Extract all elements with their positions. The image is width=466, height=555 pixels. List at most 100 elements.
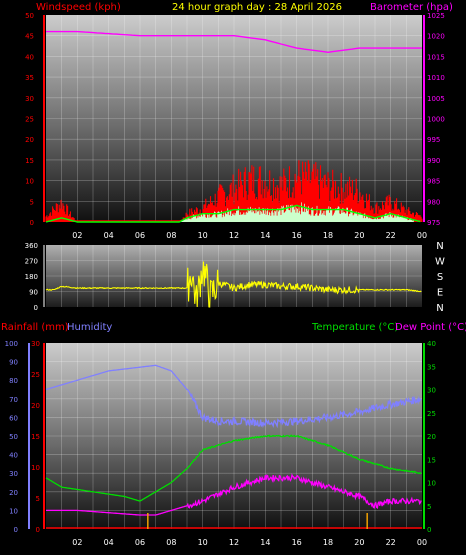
x-tick-label: 14	[260, 231, 270, 240]
rain-tick-label: 15	[31, 433, 40, 441]
compass-label: N	[436, 241, 443, 252]
humidity-tick-label: 30	[9, 470, 18, 478]
rain-tick-label: 25	[31, 371, 40, 379]
wind-tick-label: 15	[25, 157, 34, 165]
direction-tick-label: 360	[25, 242, 38, 250]
x-tick-label: 06	[135, 231, 145, 240]
compass-label: W	[435, 257, 445, 268]
x-tick-label: 18	[323, 231, 333, 240]
temperature-tick-label: 10	[427, 480, 436, 488]
barometer-series	[46, 30, 422, 54]
wind-direction-series	[45, 261, 422, 308]
x-tick-label: 12	[229, 231, 239, 240]
x-tick-label: 08	[166, 231, 176, 240]
wind-tick-label: 25	[25, 116, 34, 124]
x-tick-label: 02	[72, 231, 82, 240]
rain-tick-label: 20	[31, 402, 40, 410]
humidity-tick-label: 70	[9, 396, 18, 404]
wind-tick-label: 30	[25, 95, 34, 103]
x-tick-label: 20	[354, 231, 364, 240]
humidity-tick-label: 60	[9, 414, 18, 422]
humidity-tick-label: 40	[9, 452, 18, 460]
x-tick-label: 00	[417, 231, 427, 240]
humidity-tick-label: 0	[14, 526, 18, 534]
barometer-tick-label: 995	[427, 136, 440, 144]
average-wind-series	[45, 204, 421, 223]
temperature-tick-label: 0	[427, 526, 431, 534]
barometer-tick-label: 990	[427, 157, 440, 165]
rain-tick-label: 10	[31, 464, 40, 472]
humidity-tick-label: 80	[9, 377, 18, 385]
humidity-tick-label: 100	[5, 340, 18, 348]
wind-tick-label: 20	[25, 136, 34, 144]
x-tick-label: 14	[260, 538, 270, 547]
humidity-tick-label: 90	[9, 359, 18, 367]
rain-tick-label: 5	[36, 495, 40, 503]
barometer-tick-label: 975	[427, 219, 440, 227]
x-tick-label: 16	[292, 231, 302, 240]
x-tick-label: 22	[386, 538, 396, 547]
humidity-series	[45, 364, 422, 429]
x-tick-label: 22	[386, 231, 396, 240]
x-tick-label: 08	[166, 538, 176, 547]
humidity-tick-label: 20	[9, 489, 18, 497]
direction-tick-label: 270	[25, 258, 38, 266]
x-tick-label: 12	[229, 538, 239, 547]
direction-tick-label: 0	[34, 304, 38, 312]
temperature-tick-label: 15	[427, 456, 436, 464]
x-tick-label: 04	[104, 538, 114, 547]
barometer-tick-label: 1025	[427, 12, 445, 20]
compass-label: S	[437, 272, 443, 283]
wind-tick-label: 40	[25, 53, 34, 61]
barometer-tick-label: 1015	[427, 53, 445, 61]
rain-tick-label: 0	[36, 526, 40, 534]
compass-label: N	[436, 303, 443, 314]
wind-tick-label: 45	[25, 33, 34, 41]
humidity-axis-title: Humidity	[67, 322, 112, 333]
x-tick-label: 04	[104, 231, 114, 240]
barometer-tick-label: 1005	[427, 95, 445, 103]
wind-tick-label: 5	[30, 198, 34, 206]
direction-plot-area	[46, 245, 422, 307]
x-tick-label: 02	[72, 538, 82, 547]
x-tick-label: 18	[323, 538, 333, 547]
x-tick-label: 06	[135, 538, 145, 547]
barometer-tick-label: 1000	[427, 116, 445, 124]
barometer-axis-title: Barometer (hpa)	[370, 2, 453, 13]
windspeed-axis-title: Windspeed (kph)	[36, 2, 121, 13]
temperature-axis-title: Temperature (°C)	[311, 322, 398, 333]
temperature-tick-label: 35	[427, 363, 436, 371]
temperature-tick-label: 25	[427, 410, 436, 418]
barometer-tick-label: 1010	[427, 74, 445, 82]
temperature-tick-label: 5	[427, 503, 431, 511]
temperature-tick-label: 40	[427, 340, 436, 348]
x-tick-label: 20	[354, 538, 364, 547]
barometer-tick-label: 985	[427, 178, 440, 186]
x-tick-label: 16	[292, 538, 302, 547]
compass-label: E	[437, 288, 443, 299]
barometer-tick-label: 1020	[427, 33, 445, 41]
humidity-tick-label: 50	[9, 433, 18, 441]
wind-tick-label: 50	[25, 12, 34, 20]
direction-tick-label: 180	[25, 273, 38, 281]
rain-tick-label: 30	[31, 340, 40, 348]
wind-tick-label: 35	[25, 74, 34, 82]
x-tick-label: 10	[198, 538, 208, 547]
x-tick-label: 10	[198, 231, 208, 240]
dew-point-series	[46, 473, 422, 516]
wind-tick-label: 0	[30, 219, 34, 227]
rainfall-axis-title: Rainfall (mm)	[1, 322, 69, 333]
barometer-tick-label: 980	[427, 198, 440, 206]
temperature-series	[45, 434, 422, 502]
dewpoint-axis-title: Dew Point (°C)	[395, 322, 466, 333]
direction-tick-label: 90	[29, 289, 38, 297]
temperature-tick-label: 30	[427, 387, 436, 395]
humidity-tick-label: 10	[9, 507, 18, 515]
x-tick-label: 00	[417, 538, 427, 547]
wind-plot-area	[46, 15, 422, 222]
temperature-tick-label: 20	[427, 433, 436, 441]
chart-title: 24 hour graph day : 28 April 2026	[172, 2, 342, 13]
wind-tick-label: 10	[25, 178, 34, 186]
